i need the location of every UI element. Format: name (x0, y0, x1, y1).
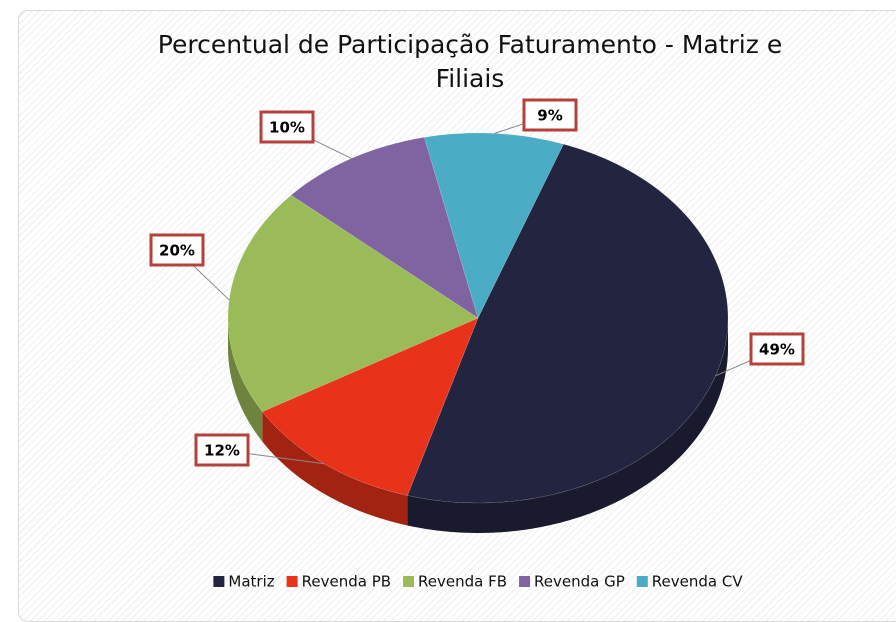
label-box (749, 332, 805, 366)
legend-swatch (286, 576, 298, 587)
slice-side (407, 318, 728, 533)
slice (227, 194, 479, 412)
legend-label: Revenda CV (652, 573, 744, 591)
legend-swatch (403, 576, 415, 587)
legend: Matriz Revenda PB Revenda FB Revenda GP Reve… (213, 573, 743, 591)
data-label: 20% (159, 242, 195, 260)
slice-side (262, 411, 408, 526)
legend-label: Revenda PB (302, 573, 391, 591)
legend-swatch (213, 576, 225, 587)
legend-swatch (519, 576, 531, 587)
slice (407, 143, 729, 504)
legend-label: Matriz (228, 573, 274, 591)
legend-label: Revenda GP (534, 573, 625, 591)
data-label: 10% (269, 119, 305, 137)
data-label: 12% (204, 442, 240, 460)
slice-side (228, 318, 263, 442)
slice (261, 317, 479, 496)
legend-swatch (636, 576, 648, 587)
label-box (522, 98, 578, 132)
legend-label: Revenda FB (418, 573, 507, 591)
page: {"chart_data": {"type": "pie", "title": … (18, 10, 896, 622)
data-label: 49% (759, 341, 795, 359)
label-box (149, 233, 205, 267)
slice (423, 132, 564, 319)
chart-title: Percentual de Participação Faturamento -… (157, 30, 783, 93)
label-box (259, 110, 315, 144)
label-box (194, 433, 250, 467)
chart: 49% 12% 20% 10% 9% Matriz Revenda PB Revenda FB… (149, 98, 805, 591)
slice (290, 137, 479, 319)
data-label: 9% (537, 107, 562, 125)
